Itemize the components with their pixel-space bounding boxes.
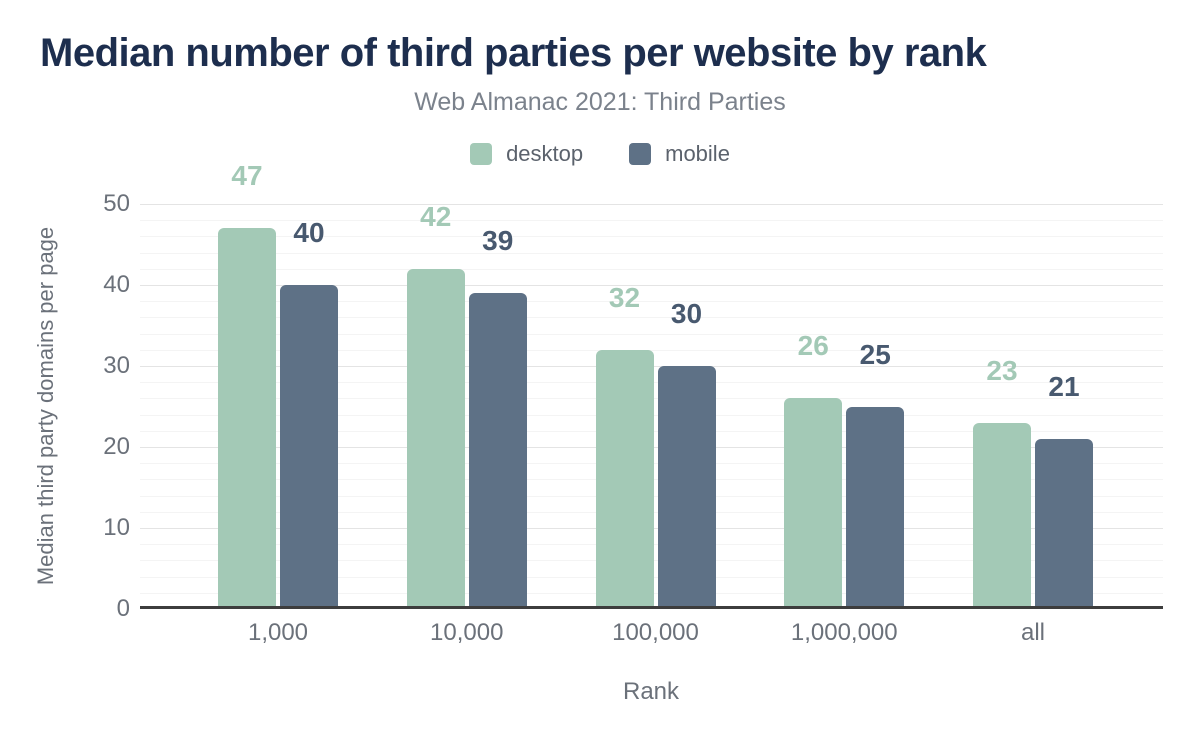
gridline-minor bbox=[140, 252, 1163, 254]
value-label-mobile-all: 21 bbox=[1048, 370, 1080, 402]
bar-mobile-1000[interactable] bbox=[280, 285, 338, 609]
x-axis-line bbox=[140, 606, 1163, 609]
gridline-minor bbox=[140, 268, 1163, 270]
y-tick-0: 0 bbox=[116, 595, 130, 622]
y-tick-40: 40 bbox=[103, 271, 130, 298]
value-label-desktop-1000: 47 bbox=[231, 160, 263, 192]
gridline-major bbox=[140, 285, 1163, 286]
x-axis-title: Rank bbox=[622, 678, 680, 705]
bar-desktop-1000[interactable] bbox=[218, 228, 276, 609]
y-tick-50: 50 bbox=[103, 190, 130, 217]
gridline-minor bbox=[140, 333, 1163, 335]
chart-subtitle: Web Almanac 2021: Third Parties bbox=[414, 88, 786, 116]
legend-item-desktop[interactable]: desktop bbox=[470, 142, 583, 166]
legend-swatch-desktop[interactable] bbox=[470, 143, 493, 165]
bar-desktop-1000000[interactable] bbox=[784, 398, 843, 609]
bar-mobile-1000000[interactable] bbox=[846, 406, 905, 609]
gridline-minor bbox=[140, 301, 1163, 303]
y-tick-20: 20 bbox=[103, 433, 130, 460]
value-label-mobile-1000000: 25 bbox=[859, 338, 891, 370]
y-tick-10: 10 bbox=[103, 514, 130, 541]
legend-item-mobile[interactable]: mobile bbox=[629, 142, 730, 166]
value-label-desktop-100000: 32 bbox=[608, 281, 641, 313]
x-tick-1000000: 1,000,000 bbox=[790, 619, 898, 646]
legend-label-mobile: mobile bbox=[665, 141, 730, 166]
bar-mobile-10000[interactable] bbox=[468, 293, 527, 609]
gridline-minor bbox=[140, 236, 1163, 238]
x-tick-all: all bbox=[1020, 619, 1045, 646]
bar-desktop-all[interactable] bbox=[973, 422, 1031, 609]
chart-title: Median number of third parties per websi… bbox=[40, 31, 987, 75]
value-label-mobile-100000: 30 bbox=[670, 298, 703, 329]
gridline-minor bbox=[140, 317, 1163, 319]
legend-label-desktop: desktop bbox=[506, 141, 584, 166]
gridline-major bbox=[140, 204, 1163, 205]
value-label-desktop-10000: 42 bbox=[420, 200, 452, 232]
y-tick-30: 30 bbox=[103, 352, 130, 379]
bar-desktop-100000[interactable] bbox=[595, 349, 654, 609]
legend-swatch-mobile[interactable] bbox=[629, 143, 652, 165]
value-label-mobile-1000: 40 bbox=[293, 217, 325, 248]
x-tick-1000: 1,000 bbox=[247, 619, 309, 646]
bar-desktop-10000[interactable] bbox=[406, 268, 465, 609]
value-label-mobile-10000: 39 bbox=[482, 225, 514, 257]
x-tick-100000: 100,000 bbox=[612, 619, 699, 646]
value-label-desktop-all: 23 bbox=[986, 354, 1018, 386]
x-tick-10000: 10,000 bbox=[430, 619, 504, 646]
gridline-minor bbox=[140, 220, 1163, 222]
bar-mobile-100000[interactable] bbox=[657, 366, 716, 609]
value-label-desktop-1000000: 26 bbox=[797, 330, 829, 362]
bar-mobile-all[interactable] bbox=[1035, 438, 1093, 609]
legend: desktop mobile bbox=[0, 141, 1200, 167]
